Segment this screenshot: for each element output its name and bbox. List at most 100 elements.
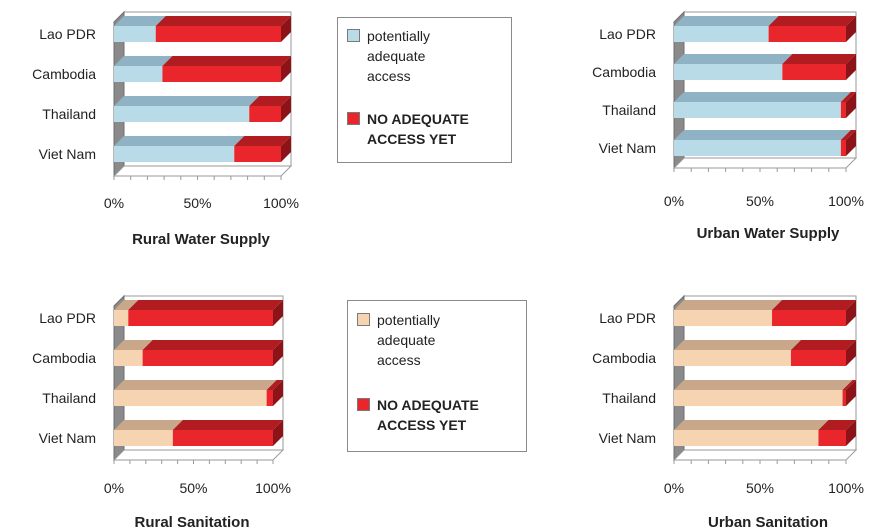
bar-adequate-top	[114, 56, 173, 66]
bar-no-access-top	[266, 380, 283, 390]
bar-adequate	[114, 350, 143, 366]
category-label: Cambodia	[592, 64, 656, 80]
bar-adequate	[114, 430, 173, 446]
legend-label-adequate: potentially adequate access	[367, 28, 431, 84]
bar-no-access	[155, 26, 281, 42]
bar-end-face	[846, 420, 856, 446]
bar-no-access-top	[234, 136, 291, 146]
category-label: Lao PDR	[599, 310, 656, 326]
bar-no-access-top	[842, 380, 856, 390]
category-label: Cambodia	[32, 350, 96, 366]
legend-label-no-access: NO ADEQUATE ACCESS YET	[367, 111, 469, 147]
bar-no-access-top	[818, 420, 856, 430]
bar-end-face	[281, 136, 291, 162]
legend-item-no-access: NO ADEQUATE ACCESS YET	[347, 109, 469, 149]
bar-no-access	[772, 310, 846, 326]
bar-no-access	[234, 146, 281, 162]
bar-adequate	[114, 106, 250, 122]
bar-no-access	[790, 350, 846, 366]
bar-adequate	[674, 26, 769, 42]
category-label: Lao PDR	[39, 26, 96, 42]
bar-adequate	[114, 310, 129, 326]
bar-no-access-top	[840, 130, 856, 140]
bar-adequate-top	[674, 380, 853, 390]
bar-no-access	[768, 26, 846, 42]
category-label: Viet Nam	[599, 430, 656, 446]
bar-no-access-top	[172, 420, 283, 430]
bar-end-face	[846, 92, 856, 118]
bar-no-access-top	[142, 340, 283, 350]
chart-2: Lao PDR Cambodia Thailand Viet Nam 0% 50% 100%…	[592, 10, 864, 242]
category-label: Cambodia	[592, 350, 656, 366]
x-tick-label: 0%	[104, 480, 124, 496]
legend-water: potentially adequate access NO ADEQUATE …	[337, 17, 512, 163]
x-tick-label: 0%	[104, 195, 124, 211]
bar-no-access	[842, 390, 846, 406]
category-label: Thailand	[42, 106, 96, 122]
x-tick-label: 50%	[183, 195, 211, 211]
bar-adequate	[114, 26, 156, 42]
bar-adequate-top	[114, 340, 153, 350]
chart-1: Lao PDR Cambodia Thailand Viet Nam 0% 50% 100%…	[32, 10, 299, 248]
bar-end-face	[273, 420, 283, 446]
bar-no-access-top	[840, 92, 856, 102]
bar-adequate	[114, 66, 163, 82]
x-tick-label: 0%	[664, 193, 684, 209]
bar-adequate	[674, 430, 819, 446]
bar-no-access-top	[768, 16, 856, 26]
bar-end-face	[846, 300, 856, 326]
x-tick-label: 50%	[179, 480, 207, 496]
legend-item-adequate: potentially adequate access	[347, 26, 430, 86]
x-tick-label: 100%	[255, 480, 291, 496]
category-label: Viet Nam	[39, 146, 96, 162]
chart-title: Urban Sanitation	[708, 514, 828, 528]
bar-no-access-top	[128, 300, 283, 310]
bar-no-access-top	[772, 300, 856, 310]
category-label: Lao PDR	[39, 310, 96, 326]
floor	[672, 449, 858, 461]
bar-adequate-top	[674, 54, 793, 64]
legend-label-adequate: potentially adequate access	[377, 312, 441, 368]
bar-no-access-top	[782, 54, 856, 64]
bar-adequate-top	[114, 16, 166, 26]
bar-end-face	[281, 56, 291, 82]
legend-sanitation: potentially adequate access NO ADEQUATE …	[347, 300, 527, 452]
bar-end-face	[273, 300, 283, 326]
bar-no-access	[249, 106, 281, 122]
x-tick-label: 50%	[746, 480, 774, 496]
category-label: Viet Nam	[599, 140, 656, 156]
bar-no-access-top	[790, 340, 856, 350]
floor	[112, 449, 285, 461]
category-label: Cambodia	[32, 66, 96, 82]
bar-end-face	[846, 16, 856, 42]
bar-end-face	[846, 130, 856, 156]
x-tick-label: 0%	[664, 480, 684, 496]
chart-4: Lao PDR Cambodia Thailand Viet Nam 0% 50% 100%…	[592, 294, 864, 528]
legend-swatch-adequate	[347, 29, 360, 42]
bar-adequate-top	[114, 380, 277, 390]
chart-title: Rural Sanitation	[134, 514, 249, 528]
bar-no-access	[172, 430, 273, 446]
chart-title: Rural Water Supply	[132, 231, 270, 248]
floor	[672, 157, 858, 169]
bar-adequate	[674, 102, 841, 118]
bar-adequate-top	[114, 300, 139, 310]
bar-adequate-top	[114, 420, 183, 430]
bar-adequate	[674, 350, 791, 366]
bar-no-access	[162, 66, 281, 82]
legend-label-no-access: NO ADEQUATE ACCESS YET	[377, 397, 479, 433]
bar-adequate	[114, 146, 235, 162]
bar-no-access	[142, 350, 273, 366]
bar-adequate-top	[114, 96, 260, 106]
legend-item-adequate: potentially adequate access	[357, 310, 440, 370]
legend-swatch-adequate	[357, 313, 370, 326]
bar-no-access	[840, 140, 846, 156]
x-tick-label: 100%	[263, 195, 299, 211]
category-label: Thailand	[602, 102, 656, 118]
bar-end-face	[846, 380, 856, 406]
bar-no-access	[782, 64, 846, 80]
bar-end-face	[273, 340, 283, 366]
bar-no-access	[266, 390, 273, 406]
bar-adequate	[674, 310, 773, 326]
